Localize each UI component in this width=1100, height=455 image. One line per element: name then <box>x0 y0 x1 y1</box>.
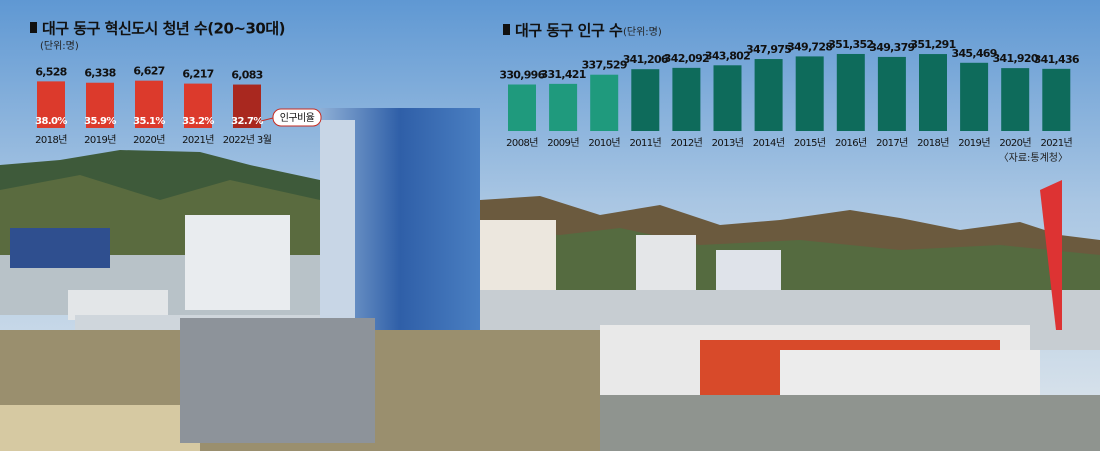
x-tick-label: 2014년 <box>753 137 785 149</box>
value-label: 351,352 <box>828 38 873 51</box>
x-tick-label: 2019년 <box>84 134 116 146</box>
bar <box>37 81 65 128</box>
value-label: 347,975 <box>746 43 791 56</box>
value-label: 331,421 <box>540 68 585 81</box>
value-label: 337,529 <box>582 59 627 72</box>
ratio-label: 35.1% <box>133 116 165 127</box>
unit-label: (단위:명) <box>40 39 79 52</box>
bar <box>508 84 536 131</box>
x-tick-label: 2015년 <box>794 137 826 149</box>
value-label: 6,528 <box>35 65 66 78</box>
x-tick-label: 2021년 <box>1040 137 1072 149</box>
x-tick-label: 2021년 <box>182 134 214 146</box>
x-tick-label: 2020년 <box>999 137 1031 149</box>
value-label: 341,436 <box>1034 53 1080 66</box>
value-label: 6,217 <box>182 68 213 81</box>
bar <box>233 84 261 128</box>
value-label: 345,469 <box>951 47 996 60</box>
value-label: 341,920 <box>993 52 1039 65</box>
value-label: 349,728 <box>787 40 832 53</box>
bar <box>549 83 578 131</box>
x-tick-label: 2011년 <box>629 137 661 149</box>
value-label: 330,996 <box>499 69 545 82</box>
bar <box>919 54 947 131</box>
x-tick-label: 2017년 <box>876 137 908 149</box>
value-label: 6,083 <box>231 69 262 82</box>
x-tick-label: 2018년 <box>35 134 67 146</box>
x-tick-label: 2008년 <box>506 137 538 149</box>
title-marker <box>30 22 37 33</box>
x-tick-label: 2022년 3월 <box>223 134 272 146</box>
bar <box>631 69 660 131</box>
value-label: 341,206 <box>623 53 669 66</box>
x-tick-label: 2016년 <box>835 137 867 149</box>
bar <box>86 82 114 128</box>
x-tick-label: 2012년 <box>671 137 703 149</box>
bar <box>672 67 701 131</box>
ratio-label: 35.9% <box>84 116 116 127</box>
value-label: 6,627 <box>133 65 164 78</box>
value-label: 6,338 <box>84 67 115 80</box>
title-marker <box>503 24 510 35</box>
chart-title: 대구 동구 혁신도시 청년 수(20~30대) <box>42 20 285 38</box>
x-tick-label: 2018년 <box>917 137 949 149</box>
value-label: 351,291 <box>910 38 955 51</box>
bar <box>590 74 619 131</box>
bar <box>836 53 865 131</box>
annotation: 인구비율 <box>280 112 315 124</box>
x-tick-label: 2013년 <box>712 137 744 149</box>
ratio-label: 33.2% <box>182 116 214 127</box>
value-label: 349,379 <box>869 41 914 54</box>
bar <box>795 56 824 131</box>
ratio-label: 32.7% <box>231 116 263 127</box>
chart-title: 대구 동구 인구 수 <box>515 22 623 40</box>
bar <box>713 65 742 131</box>
bar <box>1042 68 1071 131</box>
bar <box>754 59 783 131</box>
bar <box>1001 68 1030 131</box>
annotation-box <box>272 108 322 127</box>
chart-1: 대구 동구 혁신도시 청년 수(20~30대) (단위:명) 6,528 2018… <box>30 20 322 146</box>
x-tick-label: 2020년 <box>133 134 165 146</box>
bar <box>135 80 163 128</box>
annotation-line <box>260 117 274 122</box>
x-tick-label: 2010년 <box>588 137 620 149</box>
x-tick-label: 2019년 <box>958 137 990 149</box>
bar <box>184 83 212 128</box>
bar <box>877 56 906 131</box>
ratio-label: 38.0% <box>35 116 67 127</box>
x-tick-label: 2009년 <box>547 137 579 149</box>
unit-label: (단위:명) <box>623 25 662 38</box>
source: 〈자료:통계청〉 <box>999 152 1068 164</box>
value-label: 342,092 <box>664 52 709 65</box>
bar <box>960 62 989 131</box>
chart-2: 대구 동구 인구 수 (단위:명) 〈자료:통계청〉 330,996 2008년 3… <box>499 22 1080 165</box>
value-label: 343,802 <box>705 49 750 62</box>
